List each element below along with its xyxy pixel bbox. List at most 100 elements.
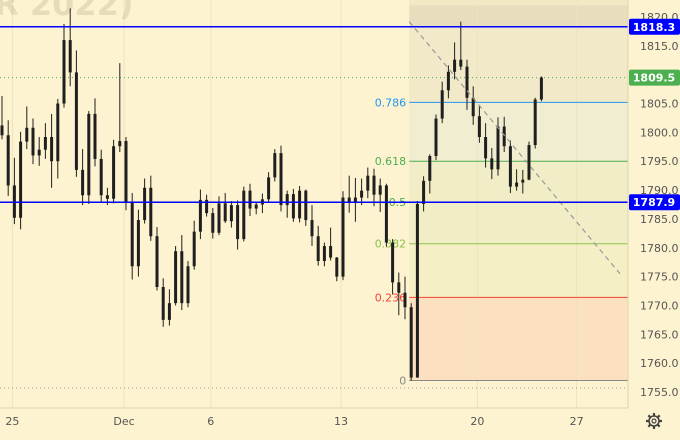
y-tick-label: 1815.0	[640, 40, 679, 53]
candle-body	[291, 194, 295, 219]
candle-body	[68, 40, 72, 73]
current-price-tag-bg	[629, 69, 680, 86]
candle-body	[322, 246, 326, 262]
candle-body	[366, 175, 370, 191]
y-tick-label: 1785.0	[640, 213, 679, 226]
y-tick-label: 1780.0	[640, 242, 679, 255]
x-tick-label: 13	[334, 415, 348, 428]
candle-body	[6, 135, 10, 186]
candle-body	[155, 236, 159, 287]
current-price-tag: 1809.5	[633, 72, 675, 85]
candle-body	[347, 197, 351, 203]
candle-body	[533, 99, 537, 146]
settings-gear-icon[interactable]	[646, 413, 662, 429]
candle-body	[403, 292, 407, 308]
candle-body	[205, 199, 209, 214]
candle-body	[397, 282, 401, 293]
fib-zone	[409, 161, 628, 203]
x-tick-label: 27	[570, 415, 584, 428]
candle-body	[378, 185, 382, 195]
candle-body	[490, 158, 494, 170]
candle-body	[521, 179, 525, 183]
candle-body	[130, 202, 134, 267]
y-tick-label: 1775.0	[640, 271, 679, 284]
candle-body	[329, 246, 333, 258]
candle-body	[19, 141, 23, 218]
candle-body	[248, 190, 252, 209]
x-tick-label: 6	[207, 415, 214, 428]
candle-body	[136, 220, 140, 267]
candle-body	[223, 203, 227, 222]
candle-body	[372, 175, 376, 195]
candle-body	[229, 205, 233, 222]
fib-zone	[409, 243, 628, 298]
candle-body	[124, 141, 128, 203]
candle-body	[428, 156, 432, 181]
candle-body	[62, 40, 66, 104]
fib-level-label: 0.786	[375, 96, 407, 109]
x-tick-label: 20	[470, 415, 484, 428]
fib-zone-top	[409, 0, 628, 27]
price-tag-bg	[629, 194, 680, 211]
candle-body	[0, 125, 4, 136]
candle-body	[186, 266, 190, 304]
candle-body	[434, 118, 438, 157]
y-tick-label: 1795.0	[640, 155, 679, 168]
fib-level-label: 0	[399, 374, 406, 387]
candle-body	[539, 77, 543, 100]
candle-body	[112, 146, 116, 199]
candle-body	[484, 137, 488, 159]
candle-body	[161, 287, 165, 320]
candle-body	[25, 127, 29, 142]
y-tick-label: 1800.0	[640, 126, 679, 139]
plot-background	[0, 0, 628, 408]
candle-body	[422, 180, 426, 204]
candle-body	[279, 153, 283, 206]
candle-body	[409, 307, 413, 378]
candle-body	[415, 203, 419, 378]
candle-body	[87, 113, 91, 196]
fib-zone	[409, 297, 628, 381]
candle-body	[508, 146, 512, 187]
candle-body	[459, 59, 463, 67]
candle-body	[353, 197, 357, 203]
candle-body	[254, 204, 258, 209]
candle-body	[502, 126, 506, 147]
candle-body	[180, 251, 184, 304]
candle-body	[99, 158, 103, 196]
y-tick-label: 1805.0	[640, 98, 679, 111]
x-tick-label: Dec	[113, 415, 134, 428]
y-tick-label: 1790.0	[640, 184, 679, 197]
candle-body	[527, 145, 531, 180]
candle-body	[37, 149, 41, 156]
candle-body	[446, 71, 450, 91]
candle-body	[515, 182, 519, 187]
candle-body	[477, 116, 481, 137]
candle-body	[81, 169, 85, 196]
candle-body	[440, 90, 444, 119]
candle-body	[198, 199, 202, 232]
fib-level-label: 0.382	[375, 238, 407, 251]
candle-body	[304, 190, 308, 221]
candle-body	[118, 141, 122, 147]
candle-body	[242, 190, 246, 240]
candle-body	[471, 97, 475, 117]
candle-body	[316, 236, 320, 262]
candle-body	[217, 203, 221, 233]
y-tick-label: 1760.0	[640, 357, 679, 370]
candle-body	[143, 187, 147, 221]
candle-body	[192, 231, 196, 267]
fib-level-label: 0.236	[375, 291, 407, 304]
candle-body	[298, 190, 302, 219]
candle-body	[341, 197, 345, 277]
watermark: R 2022)	[0, 0, 133, 23]
price-tag: 1787.9	[633, 196, 675, 209]
price-tag-bg	[629, 18, 680, 35]
fib-zone	[409, 202, 628, 244]
candle-body	[360, 190, 364, 198]
x-tick-label: 25	[5, 415, 19, 428]
candle-body	[273, 153, 277, 178]
candle-body	[50, 137, 54, 162]
